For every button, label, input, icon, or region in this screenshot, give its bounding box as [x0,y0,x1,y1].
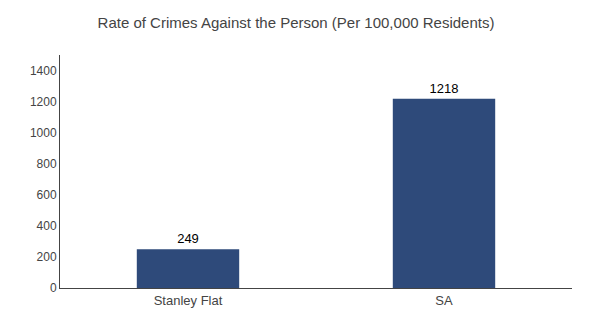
svg-text:SA: SA [435,293,453,308]
svg-text:600: 600 [37,188,57,202]
svg-text:0: 0 [50,281,57,295]
svg-text:800: 800 [37,157,57,171]
svg-text:1218: 1218 [430,81,459,96]
svg-text:249: 249 [177,231,199,246]
svg-text:Stanley Flat: Stanley Flat [154,293,223,308]
svg-text:200: 200 [37,250,57,264]
svg-text:1400: 1400 [30,64,57,78]
svg-text:400: 400 [37,219,57,233]
svg-text:1000: 1000 [30,126,57,140]
svg-text:1200: 1200 [30,95,57,109]
svg-text:Rate of Crimes Against the Per: Rate of Crimes Against the Person (Per 1… [98,14,495,31]
